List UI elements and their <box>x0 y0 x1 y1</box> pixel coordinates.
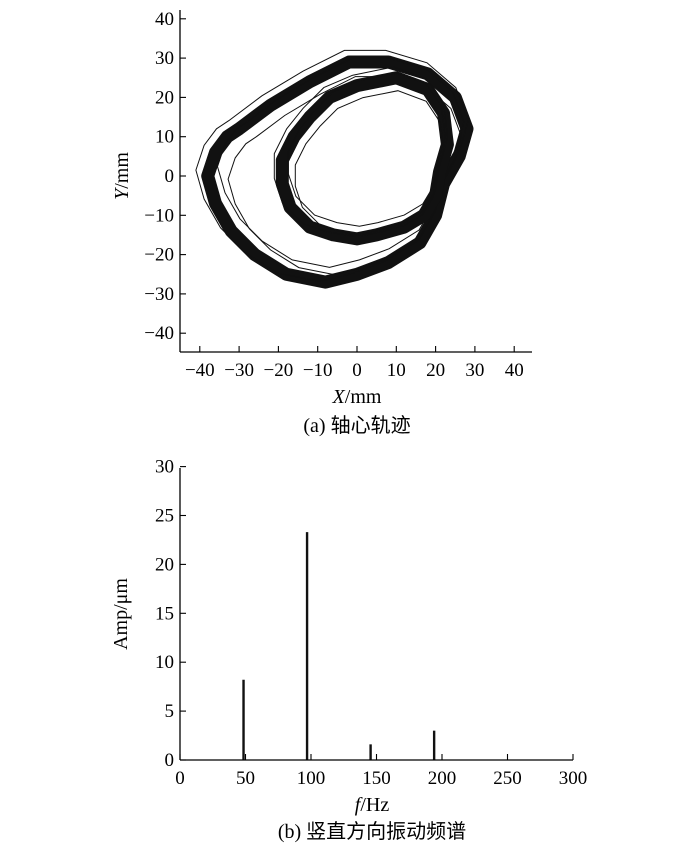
orbit-y-axis-label: Y/mm <box>111 152 133 200</box>
orbit-trace-inner-0 <box>294 90 445 237</box>
orbit-y-tick-label: −10 <box>144 205 174 226</box>
orbit-y-tick-label: 30 <box>155 48 174 69</box>
orbit-y-tick-label: 40 <box>155 9 174 30</box>
orbit-x-tick-label: 20 <box>426 360 445 381</box>
orbit-y-tick-label: 0 <box>165 166 175 187</box>
orbit-chart: −40 −30 −20 −10 0 10 20 30 40 −40 −30 −20 −10 0 10 20 3… <box>111 9 532 437</box>
orbit-loop-outer <box>201 55 474 289</box>
spectrum-x-tick-label: 300 <box>559 768 588 789</box>
spectrum-peaks <box>242 532 436 760</box>
orbit-y-tick-label: −30 <box>144 284 174 305</box>
orbit-trace-outer-1 <box>195 49 469 283</box>
spectrum-y-tick-label: 5 <box>165 701 175 722</box>
spectrum-y-tick-label: 10 <box>155 652 174 673</box>
orbit-caption: (a) 轴心轨迹 <box>303 414 410 437</box>
orbit-x-tick-label: −40 <box>185 360 215 381</box>
spectrum-x-tick-label: 0 <box>175 768 185 789</box>
orbit-loop-inner <box>275 71 454 246</box>
orbit-x-tick-label: 10 <box>387 360 406 381</box>
spectrum-chart: 0 5 10 15 20 25 30 0 50 100 150 200 250 300 Amp/μm f… <box>110 457 587 843</box>
spectrum-caption: (b) 竖直方向振动频谱 <box>278 820 466 843</box>
spectrum-y-axis-label: Amp/μm <box>110 578 132 650</box>
spectrum-x-ticks: 0 50 100 150 200 250 300 <box>175 754 587 789</box>
spectrum-x-tick-label: 200 <box>428 768 457 789</box>
orbit-y-ticks: −40 −30 −20 −10 0 10 20 30 40 <box>144 9 186 344</box>
spectrum-y-ticks: 0 5 10 15 20 25 30 <box>155 457 186 771</box>
orbit-y-tick-label: 20 <box>155 87 174 108</box>
spectrum-y-tick-label: 30 <box>155 457 174 478</box>
orbit-x-ticks: −40 −30 −20 −10 0 10 20 30 40 <box>185 346 524 381</box>
orbit-y-tick-label: −20 <box>144 245 174 266</box>
spectrum-y-tick-label: 20 <box>155 554 174 575</box>
orbit-x-tick-label: −10 <box>303 360 333 381</box>
spectrum-x-tick-label: 250 <box>493 768 522 789</box>
orbit-x-tick-label: 40 <box>505 360 524 381</box>
orbit-x-tick-label: −30 <box>224 360 254 381</box>
spectrum-y-tick-label: 0 <box>165 750 175 771</box>
orbit-x-tick-label: −20 <box>264 360 294 381</box>
orbit-x-tick-label: 30 <box>465 360 484 381</box>
orbit-trace-outer-2 <box>216 57 465 268</box>
orbit-trace-inner-2 <box>287 72 446 227</box>
orbit-y-tick-label: 10 <box>155 127 174 148</box>
orbit-traces <box>195 49 474 289</box>
orbit-x-tick-label: 0 <box>352 360 362 381</box>
spectrum-y-tick-label: 25 <box>155 506 174 527</box>
spectrum-x-tick-label: 150 <box>362 768 391 789</box>
spectrum-x-tick-label: 50 <box>236 768 255 789</box>
spectrum-x-axis-label: f/Hz <box>355 794 390 816</box>
orbit-y-tick-label: −40 <box>144 323 174 344</box>
spectrum-y-tick-label: 15 <box>155 603 174 624</box>
spectrum-x-tick-label: 100 <box>297 768 326 789</box>
orbit-trace-inner-1 <box>273 66 449 237</box>
orbit-x-axis-label: X/mm <box>332 386 382 408</box>
